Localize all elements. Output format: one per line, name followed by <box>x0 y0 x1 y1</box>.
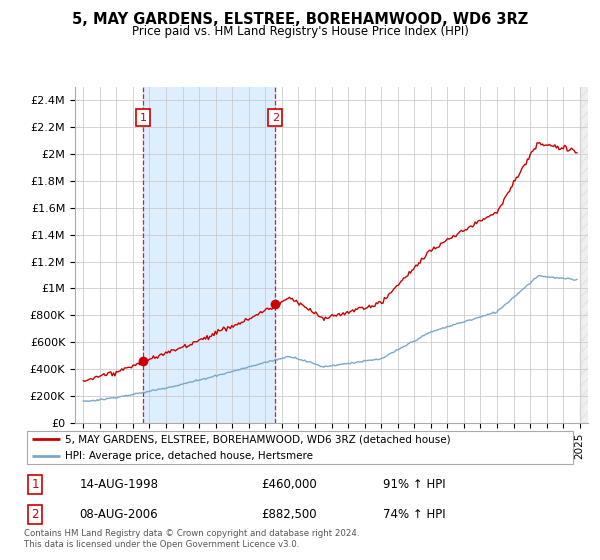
Text: 08-AUG-2006: 08-AUG-2006 <box>79 507 158 521</box>
Text: Contains HM Land Registry data © Crown copyright and database right 2024.
This d: Contains HM Land Registry data © Crown c… <box>24 529 359 549</box>
Bar <box>143 87 275 423</box>
Text: 91% ↑ HPI: 91% ↑ HPI <box>383 478 445 491</box>
Text: 5, MAY GARDENS, ELSTREE, BOREHAMWOOD, WD6 3RZ (detached house): 5, MAY GARDENS, ELSTREE, BOREHAMWOOD, WD… <box>65 435 451 444</box>
Text: £882,500: £882,500 <box>262 507 317 521</box>
Text: 74% ↑ HPI: 74% ↑ HPI <box>383 507 445 521</box>
Text: 14-AUG-1998: 14-AUG-1998 <box>79 478 158 491</box>
Text: 2: 2 <box>272 113 279 123</box>
Text: 2: 2 <box>31 507 39 521</box>
Text: Price paid vs. HM Land Registry's House Price Index (HPI): Price paid vs. HM Land Registry's House … <box>131 25 469 38</box>
Text: £460,000: £460,000 <box>262 478 317 491</box>
FancyBboxPatch shape <box>27 431 573 464</box>
Text: 1: 1 <box>140 113 146 123</box>
Text: 1: 1 <box>31 478 39 491</box>
Text: 5, MAY GARDENS, ELSTREE, BOREHAMWOOD, WD6 3RZ: 5, MAY GARDENS, ELSTREE, BOREHAMWOOD, WD… <box>72 12 528 27</box>
Bar <box>580 87 596 423</box>
Text: HPI: Average price, detached house, Hertsmere: HPI: Average price, detached house, Hert… <box>65 451 313 461</box>
